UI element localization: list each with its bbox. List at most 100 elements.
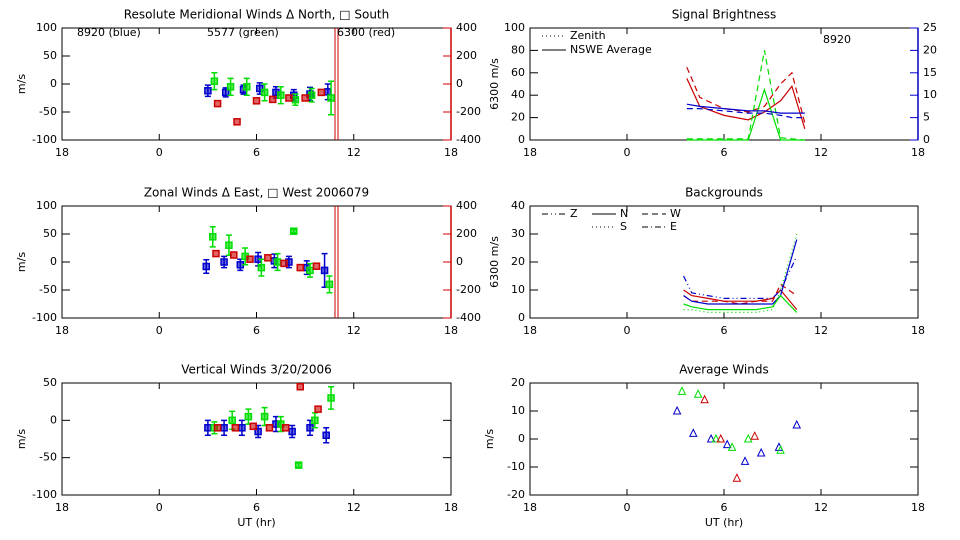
series-line <box>686 103 805 114</box>
y2-tick-label: -400 <box>456 311 481 324</box>
data-point <box>288 427 296 436</box>
y-axis-label: m/s <box>483 429 496 449</box>
x-tick-label: 18 <box>55 146 69 159</box>
data-point <box>260 412 269 421</box>
x-axis-label: UT (hr) <box>705 516 743 529</box>
y-tick-label: 50 <box>43 227 57 240</box>
y2-tick-label: 25 <box>923 21 937 34</box>
data-point <box>325 280 334 289</box>
x-tick-label: 0 <box>624 324 631 337</box>
y2-tick-label: -200 <box>456 105 481 118</box>
y2-tick-label: 5 <box>923 111 930 124</box>
legend-label: S <box>620 220 627 233</box>
y2-tick-label: 200 <box>456 49 477 62</box>
data-point <box>244 412 253 421</box>
data-point <box>296 263 305 272</box>
y-tick-label: 0 <box>518 432 525 445</box>
data-point <box>317 88 326 97</box>
y-tick-label: 20 <box>511 111 525 124</box>
y-tick-label: 100 <box>36 21 57 34</box>
y-tick-label: 0 <box>518 133 525 146</box>
data-point <box>273 258 282 266</box>
data-point <box>226 83 235 91</box>
series-line <box>686 108 805 119</box>
legend-label: Z <box>570 207 578 220</box>
legend-label: 8920 (blue) <box>77 26 141 39</box>
x-tick-label: 6 <box>253 324 260 337</box>
data-point <box>220 424 228 432</box>
y-tick-label: 40 <box>511 199 525 212</box>
data-point <box>213 424 222 432</box>
series-line <box>686 50 805 141</box>
y-tick-label: -50 <box>39 283 57 296</box>
legend-label: NSWE Average <box>570 43 652 56</box>
data-point <box>750 431 760 440</box>
chart-title: Vertical Winds 3/20/2006 <box>181 363 332 377</box>
y-tick-label: 0 <box>50 77 57 90</box>
y2-axis-label: 6300 m/s <box>488 236 501 288</box>
data-point <box>306 266 314 275</box>
data-point <box>700 394 709 404</box>
y2-tick-label: 400 <box>456 199 477 212</box>
y2-tick-label: 0 <box>456 77 463 90</box>
y2-tick-label: 400 <box>456 21 477 34</box>
data-point <box>204 86 212 95</box>
y2-tick-label: 20 <box>923 43 937 56</box>
y2-tick-label: 0 <box>456 255 463 268</box>
chart-title: Zonal Winds Δ East, □ West 2006079 <box>144 186 369 200</box>
data-point <box>277 91 285 99</box>
legend-label: Zenith <box>570 29 606 42</box>
data-point <box>693 389 703 398</box>
data-point <box>291 95 300 104</box>
x-tick-label: 18 <box>523 501 537 514</box>
y-axis-label: m/s <box>15 74 28 94</box>
y-tick-label: -20 <box>507 488 525 501</box>
data-point <box>320 266 329 275</box>
x-tick-label: 6 <box>253 146 260 159</box>
data-point <box>706 433 716 443</box>
data-point <box>204 424 212 432</box>
data-point <box>722 439 732 449</box>
y-tick-label: -100 <box>32 311 57 324</box>
y2-tick-label: 200 <box>456 227 477 240</box>
chart-title: Backgrounds <box>685 186 763 200</box>
data-point <box>672 405 682 415</box>
data-point <box>727 442 737 451</box>
data-point <box>327 394 335 402</box>
y-tick-label: 60 <box>511 66 525 79</box>
x-tick-label: 12 <box>347 501 361 514</box>
data-point <box>756 447 766 457</box>
y-tick-label: 0 <box>518 311 525 324</box>
data-point <box>231 424 240 432</box>
data-point <box>228 416 236 425</box>
series-line <box>683 239 798 305</box>
y-tick-label: -10 <box>507 460 525 473</box>
x-tick-label: 12 <box>814 501 828 514</box>
y2-tick-label: 15 <box>923 66 937 79</box>
plot-frame <box>61 27 452 141</box>
data-point <box>257 263 266 272</box>
series-line <box>683 256 798 299</box>
data-point <box>294 461 303 469</box>
x-tick-label: 18 <box>444 501 458 514</box>
plot-frame <box>61 382 452 496</box>
data-point <box>255 84 264 93</box>
series-line <box>683 289 798 310</box>
data-point <box>238 424 246 432</box>
data-point <box>254 427 262 436</box>
chart-title: Resolute Meridional Winds Δ North, □ Sou… <box>124 8 390 22</box>
data-point <box>732 473 742 482</box>
x-tick-label: 6 <box>721 501 728 514</box>
x-tick-label: 18 <box>55 324 69 337</box>
data-point <box>290 227 298 235</box>
y-tick-label: 20 <box>511 255 525 268</box>
chart-title: Signal Brightness <box>672 8 777 22</box>
y-tick-label: -50 <box>39 451 57 464</box>
y2-tick-label: 0 <box>923 133 930 146</box>
x-tick-label: 18 <box>55 501 69 514</box>
data-point <box>740 456 750 465</box>
data-point <box>792 419 802 429</box>
y2-tick-label: 10 <box>923 88 937 101</box>
data-point <box>202 262 211 271</box>
data-point <box>252 97 261 105</box>
